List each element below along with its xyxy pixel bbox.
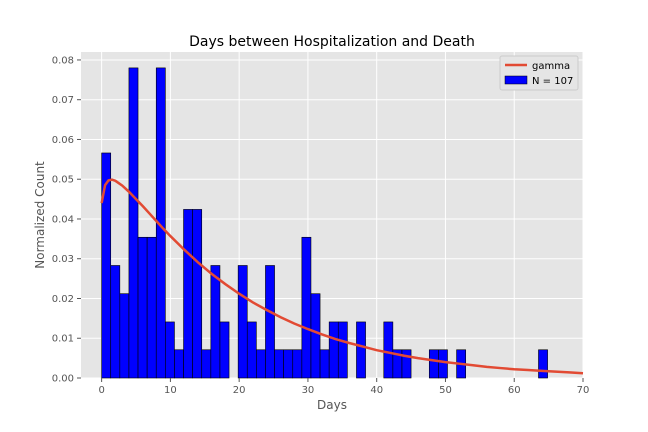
- y-tick-label: 0.05: [52, 175, 74, 186]
- histogram-bar: [119, 293, 130, 379]
- legend: gamma N = 107: [499, 55, 579, 91]
- chart-title: Days between Hospitalization and Death: [189, 34, 475, 50]
- gamma-fit-line: [100, 178, 584, 375]
- histogram-bar: [538, 349, 548, 379]
- histogram-bar: [356, 321, 366, 379]
- histogram-bar: [165, 321, 175, 379]
- x-tick-label: 30: [302, 385, 315, 396]
- legend-histogram-label: N = 107: [532, 76, 573, 87]
- histogram-bar: [283, 349, 294, 379]
- histogram-bar: [128, 67, 139, 379]
- histogram-bar: [201, 349, 212, 379]
- x-tick-label: 60: [508, 385, 521, 396]
- x-tick-label: 70: [577, 385, 590, 396]
- histogram-bar: [137, 236, 148, 379]
- y-tick-label: 0.06: [52, 135, 74, 146]
- y-tick-label: 0.02: [52, 294, 74, 305]
- histogram-bar: [183, 209, 193, 379]
- legend-gamma-label: gamma: [532, 61, 570, 72]
- y-tick-label: 0.01: [52, 334, 74, 345]
- y-tick-label: 0.08: [52, 55, 74, 66]
- y-axis-ticks: 0.00 0.01 0.02 0.03 0.04 0.05 0.06 0.07 0.08: [52, 55, 81, 385]
- y-tick-label: 0.00: [52, 374, 74, 385]
- x-tick-label: 20: [233, 385, 246, 396]
- histogram-bar: [310, 293, 321, 379]
- histogram-bar: [274, 349, 284, 379]
- histogram-bar: [192, 209, 203, 379]
- histogram-bar: [146, 236, 157, 379]
- histogram-bar: [174, 349, 184, 379]
- histogram-bar: [101, 152, 112, 379]
- histogram-bar: [383, 321, 394, 379]
- legend-histogram-swatch: [504, 75, 528, 85]
- histogram-bar: [301, 236, 312, 379]
- histogram-bar: [337, 321, 348, 379]
- histogram-bar: [319, 349, 330, 379]
- x-tick-label: 40: [370, 385, 383, 396]
- histogram-bar: [155, 67, 166, 379]
- histogram-bar: [210, 265, 221, 379]
- histogram-bar: [246, 321, 257, 379]
- histogram-bars: [101, 67, 548, 379]
- histogram-bar: [237, 265, 248, 379]
- y-axis-label: Normalized Count: [33, 161, 47, 269]
- histogram-bar: [438, 349, 448, 379]
- y-tick-label: 0.04: [52, 214, 74, 225]
- histogram-bar: [265, 265, 275, 379]
- histogram-bar: [110, 265, 121, 379]
- histogram-bar: [219, 321, 230, 379]
- x-axis-ticks: 0 10 20 30 40 50 60 70: [98, 378, 589, 396]
- y-tick-label: 0.07: [52, 95, 74, 106]
- x-tick-label: 10: [164, 385, 177, 396]
- x-tick-label: 0: [98, 385, 104, 396]
- histogram-bar: [292, 349, 303, 379]
- histogram-bar: [401, 349, 412, 379]
- y-tick-label: 0.03: [52, 254, 74, 265]
- histogram-bar: [428, 349, 439, 379]
- histogram-bar: [256, 349, 266, 379]
- x-tick-label: 50: [439, 385, 452, 396]
- x-axis-label: Days: [317, 398, 347, 412]
- histogram-bar: [328, 321, 339, 379]
